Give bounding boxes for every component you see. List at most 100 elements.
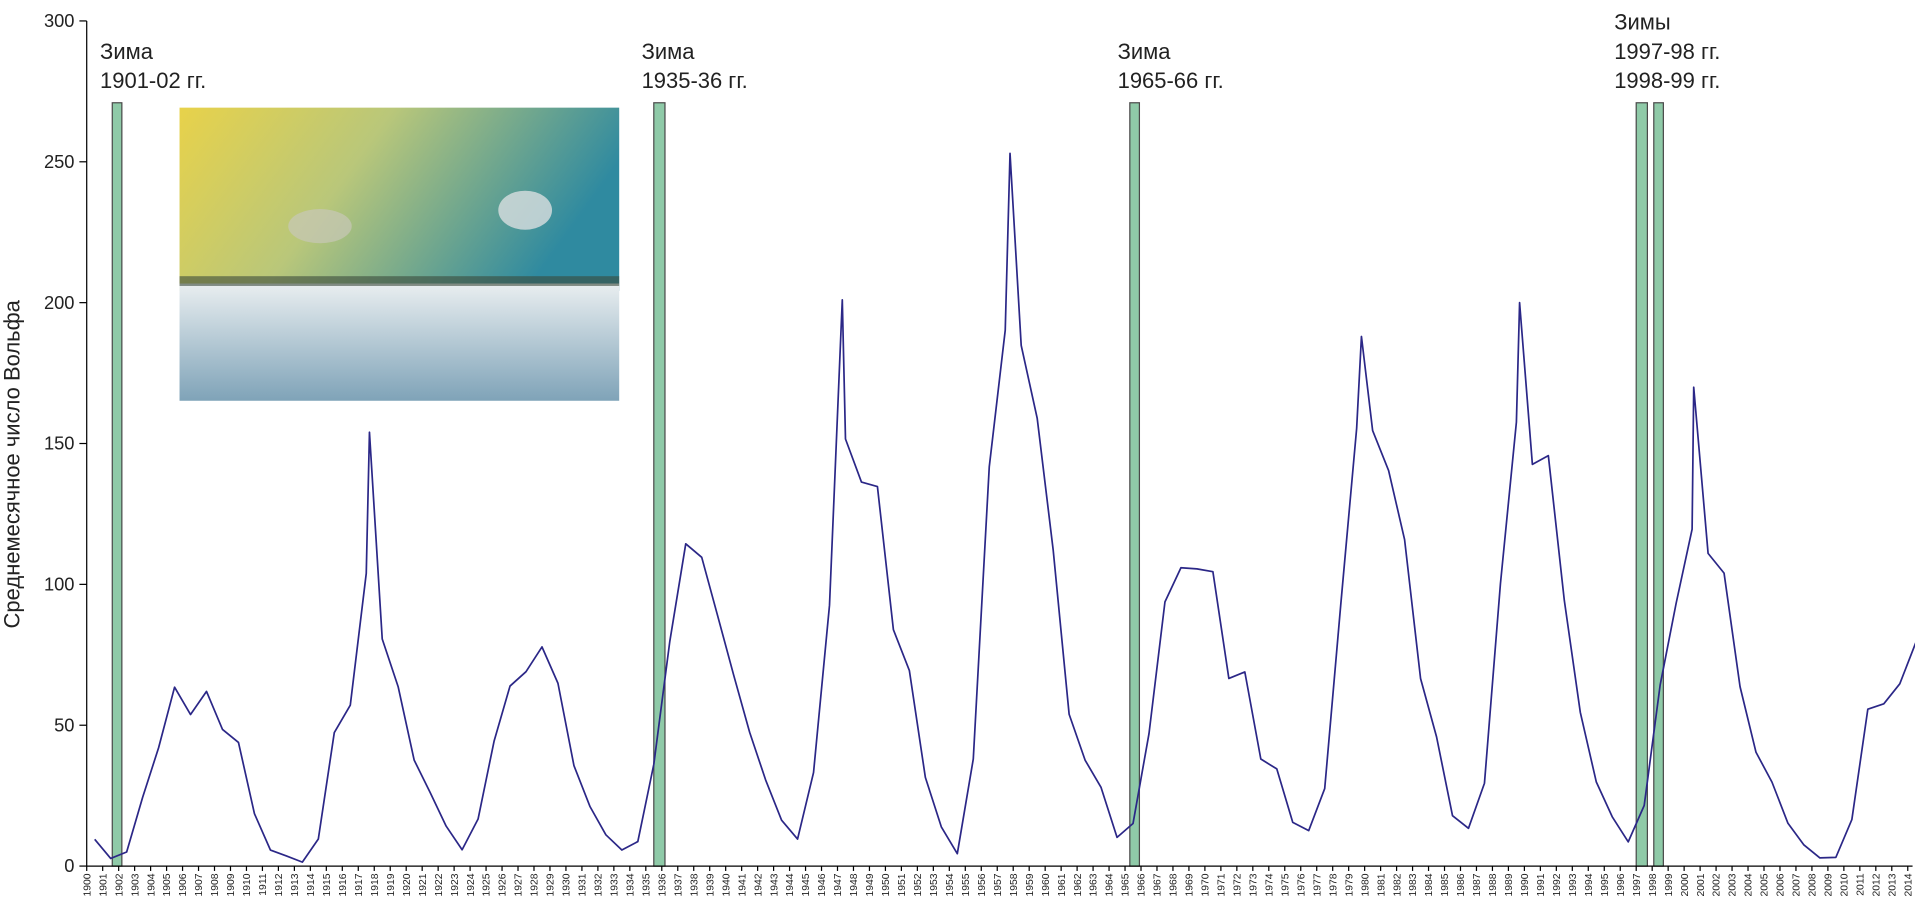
highlight-label: Зима	[642, 39, 696, 64]
x-tick-label: 2005	[1760, 873, 1771, 896]
highlight-band	[112, 103, 122, 866]
y-tick-label: 0	[64, 855, 74, 876]
x-tick-label: 2002	[1712, 873, 1723, 896]
chart: Среднемесячное число Вольфа Зима 1901-02 …	[0, 0, 1915, 909]
x-tick-label: 1945	[801, 873, 812, 896]
y-tick-label: 250	[44, 151, 75, 172]
x-tick-label: 1989	[1504, 873, 1515, 896]
x-tick-label: 1951	[897, 873, 908, 896]
x-tick-label: 1953	[929, 873, 940, 896]
x-tick-label: 1927	[514, 873, 525, 896]
x-tick-label: 1943	[769, 873, 780, 896]
y-tick-label: 150	[44, 433, 75, 454]
x-tick-label: 1938	[689, 873, 700, 896]
highlight-label: 1935-36 гг.	[642, 68, 748, 93]
x-tick-label: 1963	[1089, 873, 1100, 896]
page: Среднемесячное число Вольфа Зима 1901-02 …	[0, 0, 1915, 909]
x-tick-label: 1940	[721, 873, 732, 896]
x-tick-label: 1917	[354, 873, 365, 896]
x-tick-label: 1952	[913, 873, 924, 896]
x-tick-label: 1918	[370, 873, 381, 896]
x-tick-label: 2001	[1696, 873, 1707, 896]
x-tick-label: 1969	[1185, 873, 1196, 896]
x-tick-label: 2010	[1840, 873, 1851, 896]
x-tick-label: 1928	[530, 873, 541, 896]
x-tick-label: 1929	[546, 873, 557, 896]
x-tick-label: 1977	[1312, 873, 1323, 896]
x-tick-label: 1978	[1328, 873, 1339, 896]
x-tick-label: 2011	[1856, 873, 1867, 896]
x-tick-label: 1935	[641, 873, 652, 896]
x-tick-label: 1901	[98, 873, 109, 896]
highlight-band	[1654, 103, 1664, 866]
x-tick-label: 2000	[1680, 873, 1691, 896]
x-tick-label: 1970	[1201, 873, 1212, 896]
x-tick-label: 1920	[402, 873, 413, 896]
x-tick-label: 1950	[881, 873, 892, 896]
x-tick-label: 1904	[146, 873, 157, 896]
x-tick-label: 1990	[1520, 873, 1531, 896]
highlight-label: Зима	[100, 39, 154, 64]
x-tick-label: 1956	[977, 873, 988, 896]
x-tick-label: 1974	[1264, 873, 1275, 896]
x-tick-label: 1932	[594, 873, 605, 896]
highlight-label: 1997-98 гг.	[1614, 39, 1720, 64]
x-tick-label: 1959	[1025, 873, 1036, 896]
x-tick-label: 1985	[1440, 873, 1451, 896]
highlight-band	[1130, 103, 1140, 866]
x-tick-label: 1955	[961, 873, 972, 896]
x-tick-label: 1968	[1169, 873, 1180, 896]
x-tick-label: 1900	[82, 873, 93, 896]
x-tick-label: 1936	[657, 873, 668, 896]
x-tick-label: 1976	[1296, 873, 1307, 896]
highlight-label: 1965-66 гг.	[1118, 68, 1224, 93]
x-tick-label: 1972	[1233, 873, 1244, 896]
x-tick-label: 1925	[482, 873, 493, 896]
x-tick-label: 1982	[1392, 873, 1403, 896]
x-tick-label: 1907	[194, 873, 205, 896]
x-tick-label: 1958	[1009, 873, 1020, 896]
x-tick-label: 2006	[1776, 873, 1787, 896]
x-tick-label: 2008	[1808, 873, 1819, 896]
x-tick-label: 1997	[1632, 873, 1643, 896]
x-tick-label: 1998	[1648, 873, 1659, 896]
photo-inset	[180, 108, 620, 401]
y-tick-label: 50	[54, 714, 74, 735]
x-tick-label: 1971	[1217, 873, 1228, 896]
highlight-label: 1998-99 гг.	[1614, 68, 1720, 93]
x-tick-label: 1986	[1456, 873, 1467, 896]
x-tick-label: 2012	[1871, 873, 1882, 896]
x-tick-label: 1923	[450, 873, 461, 896]
y-tick-label: 300	[44, 10, 75, 31]
y-tick-label: 100	[44, 573, 75, 594]
x-tick-label: 1947	[833, 873, 844, 896]
x-tick-label: 1954	[945, 873, 956, 896]
x-tick-label: 1973	[1248, 873, 1259, 896]
x-tick-label: 1949	[865, 873, 876, 896]
x-tick-label: 1962	[1073, 873, 1084, 896]
x-tick-label: 1902	[114, 873, 125, 896]
x-tick-label: 1924	[466, 873, 477, 896]
x-tick-label: 2013	[1887, 873, 1898, 896]
x-tick-label: 1913	[290, 873, 301, 896]
x-tick-label: 1911	[258, 873, 269, 896]
x-tick-label: 2007	[1792, 873, 1803, 896]
highlight-label: 1901-02 гг.	[100, 68, 206, 93]
x-tick-label: 1983	[1408, 873, 1419, 896]
x-tick-label: 2003	[1728, 873, 1739, 896]
x-tick-label: 1992	[1552, 873, 1563, 896]
x-tick-label: 1914	[306, 873, 317, 896]
x-tick-label: 1919	[386, 873, 397, 896]
x-tick-label: 1909	[226, 873, 237, 896]
x-tick-label: 2009	[1824, 873, 1835, 896]
x-tick-label: 1905	[162, 873, 173, 896]
x-tick-label: 1916	[338, 873, 349, 896]
x-tick-label: 1906	[178, 873, 189, 896]
x-tick-label: 1991	[1536, 873, 1547, 896]
highlight-band	[1636, 103, 1647, 866]
highlight-label: Зимы	[1614, 9, 1670, 34]
x-tick-label: 1931	[578, 873, 589, 896]
x-tick-label: 1908	[210, 873, 221, 896]
x-tick-label: 1999	[1664, 873, 1675, 896]
y-axis-label: Среднемесячное число Вольфа	[0, 299, 25, 628]
